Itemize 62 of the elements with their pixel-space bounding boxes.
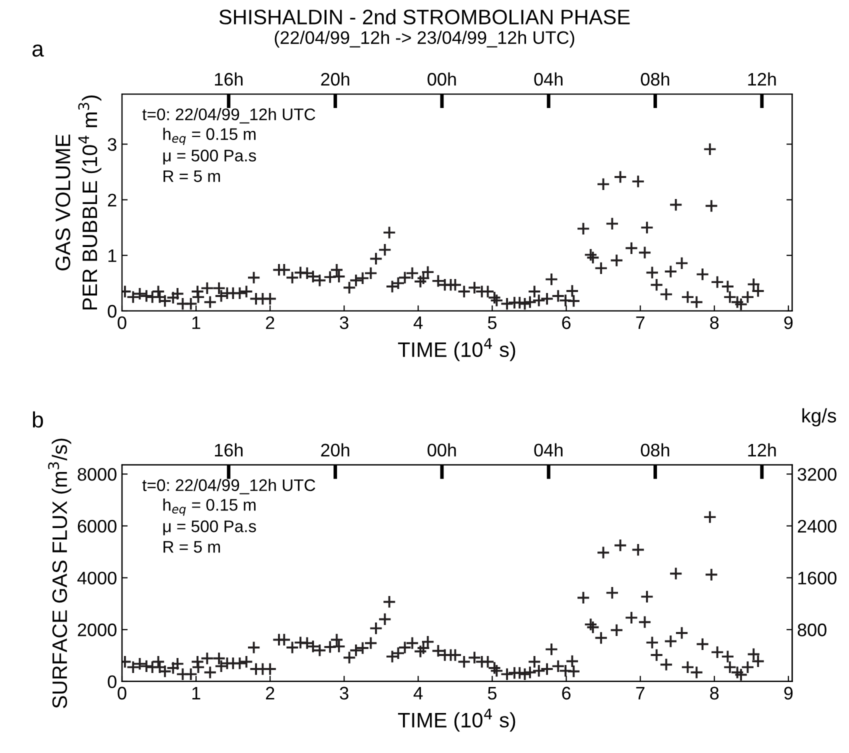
x-tick-label: 7 — [636, 686, 644, 700]
annotation: h$_{eq}$ = 0.15 m — [163, 128, 256, 145]
y-tick-label: 8000 — [78, 468, 116, 481]
x2-tick-label: 00h — [428, 443, 456, 457]
x-tick-label: 8 — [710, 316, 719, 330]
x-axis-title: TIME (10$^{4}$ s) — [398, 338, 516, 362]
annotation: t=0: 22/04/99_12h UTC — [142, 108, 316, 124]
x-tick-label: 0 — [118, 316, 126, 330]
annotation: R = 5 m — [164, 170, 220, 182]
y-tick-label: 2000 — [78, 624, 116, 636]
y-axis-title: SURFACE GAS FLUX (m$^{3}$/s) — [48, 438, 72, 708]
x-tick-label: 0 — [118, 686, 126, 700]
x2-tick-label: 08h — [640, 443, 670, 457]
y-tick-label: 2 — [108, 194, 116, 206]
x2-tick-label: 04h — [534, 443, 562, 457]
text: b — [32, 411, 43, 428]
y-axis-title: GAS VOLUME PER BUBBLE (10$^{4}$ m$^{3}$) — [56, 95, 102, 310]
x2-tick-label: 16h — [214, 72, 243, 86]
x-tick-label: 1 — [192, 316, 200, 329]
x-tick-label: 2 — [266, 686, 274, 700]
annotation: μ = 500 Pa.s — [163, 520, 256, 536]
x-tick-label: 9 — [784, 686, 793, 700]
annotation: t=0: 22/04/99_12h UTC — [142, 478, 316, 494]
y2-tick-label: 1600 — [798, 572, 836, 584]
x-tick-label: 4 — [414, 316, 423, 329]
y-tick-label: 1 — [108, 250, 116, 262]
x2-tick-label: 12h — [748, 443, 776, 456]
x-tick-label: 3 — [340, 686, 348, 700]
x2-tick-label: 12h — [748, 72, 776, 86]
y-tick-label: 4000 — [77, 572, 116, 584]
x2-tick-label: 08h — [640, 72, 670, 86]
x-tick-label: 2 — [266, 316, 274, 329]
x2-tick-label: 04h — [534, 72, 562, 86]
x2-tick-label: 20h — [321, 72, 350, 86]
y2-axis-title: kg/s — [802, 408, 836, 426]
y2-tick-label: 2400 — [798, 520, 836, 533]
chart-subtitle: (22/04/99_12h -> 23/04/99_12h UTC) — [274, 30, 574, 48]
annotation: R = 5 m — [164, 541, 220, 553]
x2-tick-label: 00h — [428, 72, 456, 86]
y2-tick-label: 800 — [798, 624, 826, 636]
y-tick-label: 3 — [108, 138, 116, 151]
x-tick-label: 9 — [784, 316, 793, 330]
x-tick-label: 6 — [562, 686, 571, 700]
x2-tick-label: 20h — [321, 443, 350, 457]
y-tick-label: 6000 — [78, 520, 116, 533]
chart-title: SHISHALDIN - 2nd STROMBOLIAN PHASE — [219, 9, 630, 24]
x-tick-label: 6 — [562, 316, 571, 330]
y-tick-label: 0 — [108, 304, 116, 318]
x-tick-label: 5 — [488, 316, 496, 330]
text: a — [32, 44, 44, 57]
x-tick-label: 3 — [340, 316, 348, 330]
x2-tick-label: 16h — [214, 443, 243, 457]
x-tick-label: 5 — [488, 686, 496, 700]
x-tick-label: 4 — [414, 686, 423, 700]
x-axis-title: TIME (10$^{4}$ s) — [398, 708, 516, 732]
x-tick-label: 8 — [710, 686, 719, 700]
x-tick-label: 1 — [192, 686, 200, 700]
annotation: μ = 500 Pa.s — [163, 150, 256, 165]
annotation: h$_{eq}$ = 0.15 m — [163, 498, 256, 516]
y-tick-label: 0 — [108, 675, 116, 688]
x-tick-label: 7 — [636, 316, 644, 329]
y2-tick-label: 3200 — [798, 468, 836, 481]
